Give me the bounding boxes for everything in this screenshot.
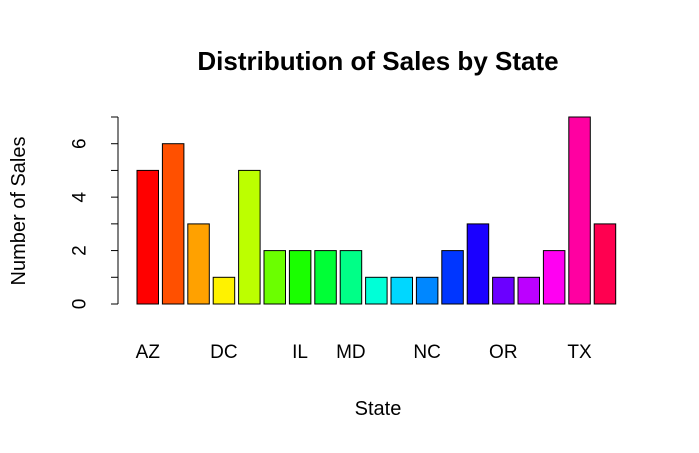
bar-17: [568, 116, 591, 305]
x-tick-label-il: IL: [292, 342, 308, 363]
y-axis: 0 2 4 6: [70, 116, 119, 310]
bar-6: [288, 250, 312, 305]
bar-13: [466, 223, 490, 305]
bar-2: [187, 223, 210, 305]
y-tick-label-0: 0: [70, 299, 91, 310]
bar-16: [542, 250, 566, 305]
x-tick-label-md: MD: [336, 342, 366, 363]
bar-9: [365, 276, 388, 305]
x-tick-label-dc: DC: [210, 342, 237, 363]
bar-1: [161, 143, 185, 305]
y-tick-label-6: 6: [70, 138, 91, 149]
bar-14: [492, 276, 515, 305]
x-tick-label-tx: TX: [567, 342, 592, 363]
x-tick-label-or: OR: [489, 342, 518, 363]
bar-11: [415, 276, 439, 305]
bar-7: [314, 250, 337, 305]
y-tick-label-2: 2: [70, 245, 91, 256]
bar-0: [136, 169, 159, 305]
bar-12: [441, 250, 464, 305]
y-tick-label-4: 4: [70, 191, 91, 202]
x-axis-title: State: [355, 398, 402, 420]
x-tick-label-az: AZ: [136, 342, 161, 363]
bar-15: [517, 276, 540, 305]
y-axis-title: Number of Sales: [8, 137, 30, 286]
x-axis-labels: AZ DC IL MD NC OR TX: [136, 342, 592, 363]
bar-3: [212, 276, 236, 305]
bar-18: [593, 223, 617, 305]
bar-5: [263, 250, 286, 305]
bar-10: [390, 276, 413, 305]
bar-8: [339, 250, 363, 305]
bar-4: [238, 169, 261, 305]
chart-title: Distribution of Sales by State: [197, 46, 558, 76]
x-tick-label-nc: NC: [413, 342, 440, 363]
bars-group: [136, 116, 617, 305]
